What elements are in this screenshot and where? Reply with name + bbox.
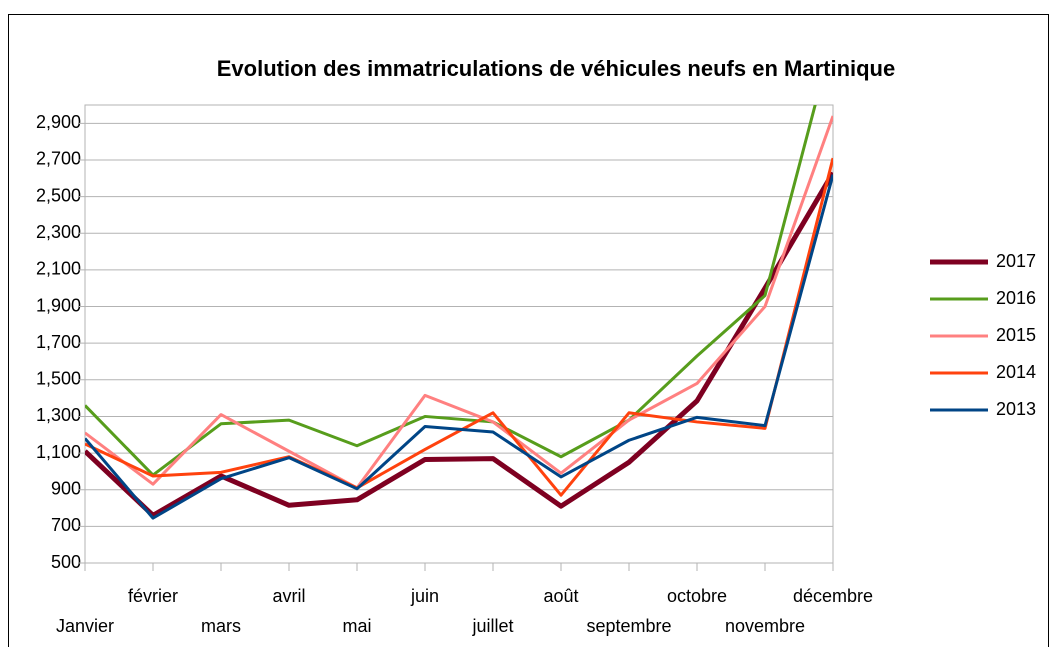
x-tick-label: octobre <box>667 586 727 606</box>
x-tick-label: septembre <box>586 616 671 636</box>
y-tick-label: 2,900 <box>36 112 81 132</box>
series-line <box>85 105 817 477</box>
chart-title: Evolution des immatriculations de véhicu… <box>217 56 895 81</box>
series-line <box>85 157 833 497</box>
y-tick-label: 2,500 <box>36 185 81 205</box>
x-tick-label: Janvier <box>56 616 114 636</box>
x-tick-label: novembre <box>725 616 805 636</box>
legend-label: 2013 <box>996 399 1036 419</box>
chart-border <box>8 14 1049 647</box>
y-tick-label: 900 <box>51 478 81 498</box>
y-tick-label: 1,100 <box>36 442 81 462</box>
x-tick-label: mars <box>201 616 241 636</box>
legend-label: 2017 <box>996 251 1036 271</box>
y-tick-label: 1,900 <box>36 295 81 315</box>
legend-label: 2016 <box>996 288 1036 308</box>
series-group <box>85 105 833 520</box>
y-tick-label: 500 <box>51 552 81 572</box>
x-tick-label: juillet <box>471 616 513 636</box>
series-line <box>85 115 833 490</box>
y-tick-label: 1,500 <box>36 369 81 389</box>
y-tick-label: 1,300 <box>36 405 81 425</box>
x-tick-label: juin <box>410 586 439 606</box>
x-tick-label: décembre <box>793 586 873 606</box>
y-tick-label: 1,700 <box>36 332 81 352</box>
series-line <box>85 171 833 518</box>
y-tick-label: 2,700 <box>36 149 81 169</box>
x-tick-label: mai <box>342 616 371 636</box>
y-tick-label: 2,300 <box>36 222 81 242</box>
x-tick-label: avril <box>272 586 305 606</box>
y-tick-label: 700 <box>51 515 81 535</box>
x-tick-label: août <box>543 586 578 606</box>
legend-label: 2015 <box>996 325 1036 345</box>
y-tick-label: 2,100 <box>36 259 81 279</box>
series-line <box>85 174 833 520</box>
legend-label: 2014 <box>996 362 1036 382</box>
x-tick-label: février <box>128 586 178 606</box>
